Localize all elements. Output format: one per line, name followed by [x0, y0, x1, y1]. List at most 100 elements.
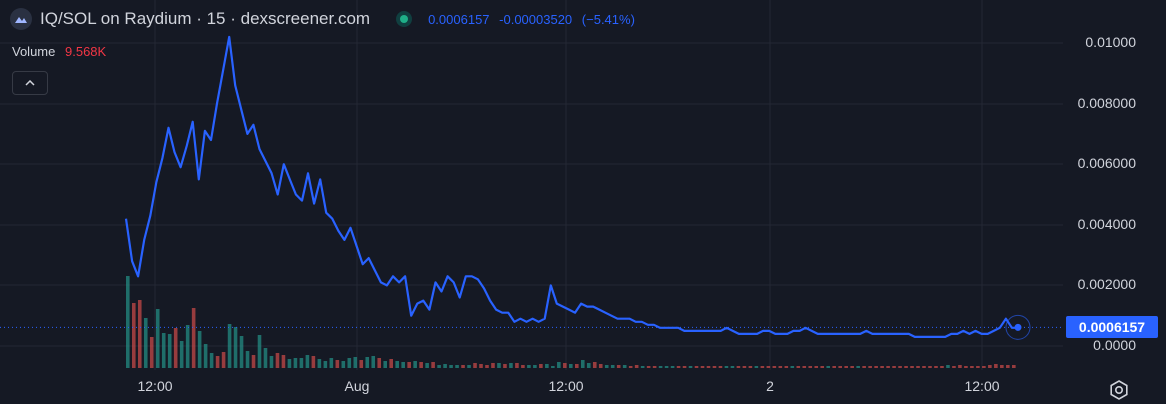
volume-bar — [161, 333, 166, 368]
volume-bar — [425, 363, 429, 368]
volume-bar — [856, 366, 860, 368]
volume-bar — [982, 366, 986, 368]
volume-bar — [233, 327, 238, 368]
volume-bar — [383, 361, 388, 368]
volume-label: Volume — [12, 44, 56, 59]
volume-bar — [509, 363, 513, 368]
y-tick-label: 0.004000 — [1077, 216, 1136, 232]
settings-icon[interactable] — [1108, 379, 1130, 401]
volume-bar — [814, 366, 819, 368]
volume-bar — [137, 300, 142, 368]
volume-bar — [437, 365, 441, 368]
volume-bar — [305, 355, 310, 368]
y-tick-label: 0.006000 — [1077, 155, 1136, 171]
volume-bar — [598, 364, 603, 368]
volume-bar — [1012, 365, 1016, 368]
volume-bar — [479, 364, 483, 368]
volume-bar — [652, 366, 657, 368]
volume-bar — [323, 361, 328, 368]
volume-bar — [503, 364, 507, 368]
volume-bar — [317, 359, 322, 368]
volume-bar — [431, 362, 435, 368]
volume-bar — [353, 357, 358, 368]
volume-bar — [922, 366, 926, 368]
volume-bar — [880, 366, 884, 368]
volume-bar — [682, 366, 687, 368]
volume-bar — [443, 364, 447, 368]
volume-bars — [126, 276, 1016, 368]
x-tick-label: 2 — [766, 378, 774, 394]
volume-bar — [491, 363, 495, 368]
volume-legend: Volume 9.568K — [12, 44, 106, 59]
chevron-up-icon — [25, 80, 35, 86]
volume-bar — [784, 366, 789, 368]
volume-bar — [976, 366, 980, 368]
volume-bar — [275, 353, 280, 368]
volume-bar — [497, 363, 501, 368]
volume-bar — [910, 366, 914, 368]
x-tick-label: 12:00 — [137, 378, 173, 394]
volume-bar — [515, 363, 519, 368]
volume-bar — [473, 363, 477, 368]
volume-bar — [820, 366, 825, 368]
x-tick-label: Aug — [344, 378, 370, 394]
volume-bar — [467, 365, 471, 368]
last-price-marker — [1014, 323, 1022, 331]
volume-bar — [604, 365, 609, 368]
volume-bar — [245, 351, 250, 368]
volume-bar — [862, 366, 866, 368]
volume-bar — [1000, 365, 1004, 368]
volume-bar — [539, 364, 543, 368]
volume-bar — [563, 363, 567, 368]
volume-bar — [126, 276, 130, 368]
volume-bar — [940, 366, 944, 368]
volume-bar — [886, 366, 890, 368]
volume-bar — [371, 356, 376, 368]
volume-bar — [227, 324, 232, 368]
volume-bar — [293, 358, 298, 368]
volume-bar — [700, 366, 705, 368]
volume-bar — [928, 366, 932, 368]
volume-bar — [592, 362, 597, 368]
volume-bar — [341, 361, 346, 368]
price-readout: 0.0006157 -0.00003520 (−5.41%) — [428, 12, 641, 27]
volume-bar — [640, 366, 645, 368]
volume-bar — [634, 365, 639, 368]
volume-bar — [892, 366, 896, 368]
volume-bar — [688, 366, 693, 368]
volume-bar — [574, 364, 579, 368]
volume-bar — [191, 308, 196, 368]
volume-bar — [419, 362, 423, 368]
volume-bar — [185, 325, 190, 368]
volume-bar — [694, 366, 699, 368]
y-tick-label: 0.002000 — [1077, 276, 1136, 292]
price-change-percent: (−5.41%) — [581, 11, 635, 27]
volume-bar — [221, 352, 226, 368]
volume-bar — [616, 365, 621, 368]
volume-bar — [946, 365, 950, 368]
volume-bar — [299, 358, 304, 368]
volume-bar — [527, 365, 531, 368]
volume-bar — [149, 337, 154, 368]
last-price-ring — [1005, 314, 1031, 340]
volume-bar — [335, 360, 340, 368]
volume-bar — [551, 366, 555, 368]
volume-bar — [269, 356, 274, 368]
volume-bar — [155, 309, 160, 368]
volume-bar — [485, 365, 489, 368]
volume-bar — [209, 353, 214, 368]
collapse-legend-button[interactable] — [12, 71, 48, 95]
volume-bar — [952, 366, 956, 368]
volume-bar — [311, 356, 316, 368]
pair-logo-icon — [10, 8, 32, 30]
volume-bar — [748, 366, 753, 368]
volume-bar — [329, 358, 334, 368]
volume-bar — [347, 358, 352, 368]
volume-bar — [766, 366, 771, 368]
volume-bar — [1006, 365, 1010, 368]
volume-bar — [838, 366, 842, 368]
volume-bar — [916, 366, 920, 368]
volume-bar — [658, 366, 663, 368]
volume-bar — [239, 336, 244, 368]
